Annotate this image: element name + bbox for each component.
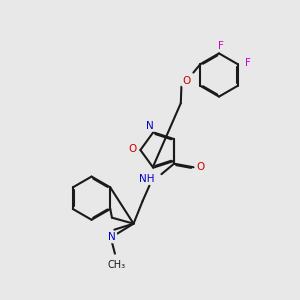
Text: F: F (245, 58, 251, 68)
Text: N: N (146, 121, 154, 131)
Text: CH₃: CH₃ (107, 260, 125, 270)
Text: O: O (196, 162, 204, 172)
Text: O: O (129, 144, 137, 154)
Text: N: N (108, 232, 116, 242)
Text: O: O (183, 76, 191, 86)
Text: F: F (218, 41, 224, 51)
Text: NH: NH (139, 174, 154, 184)
